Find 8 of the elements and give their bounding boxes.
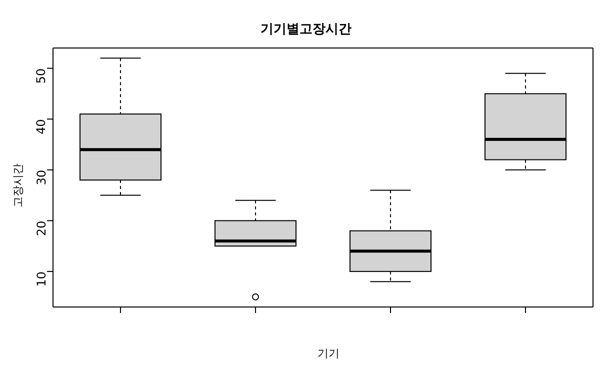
y-tick-label: 10	[34, 271, 48, 287]
y-tick-label: 30	[34, 170, 48, 186]
chart-title: 기기별고장시간	[260, 21, 352, 38]
y-tick-label: 50	[34, 68, 48, 84]
x-axis-title: 기기	[316, 346, 340, 361]
y-tick-label: 20	[34, 220, 48, 236]
y-axis-title: 고장시간	[10, 162, 26, 210]
y-tick-label: 40	[34, 119, 48, 134]
